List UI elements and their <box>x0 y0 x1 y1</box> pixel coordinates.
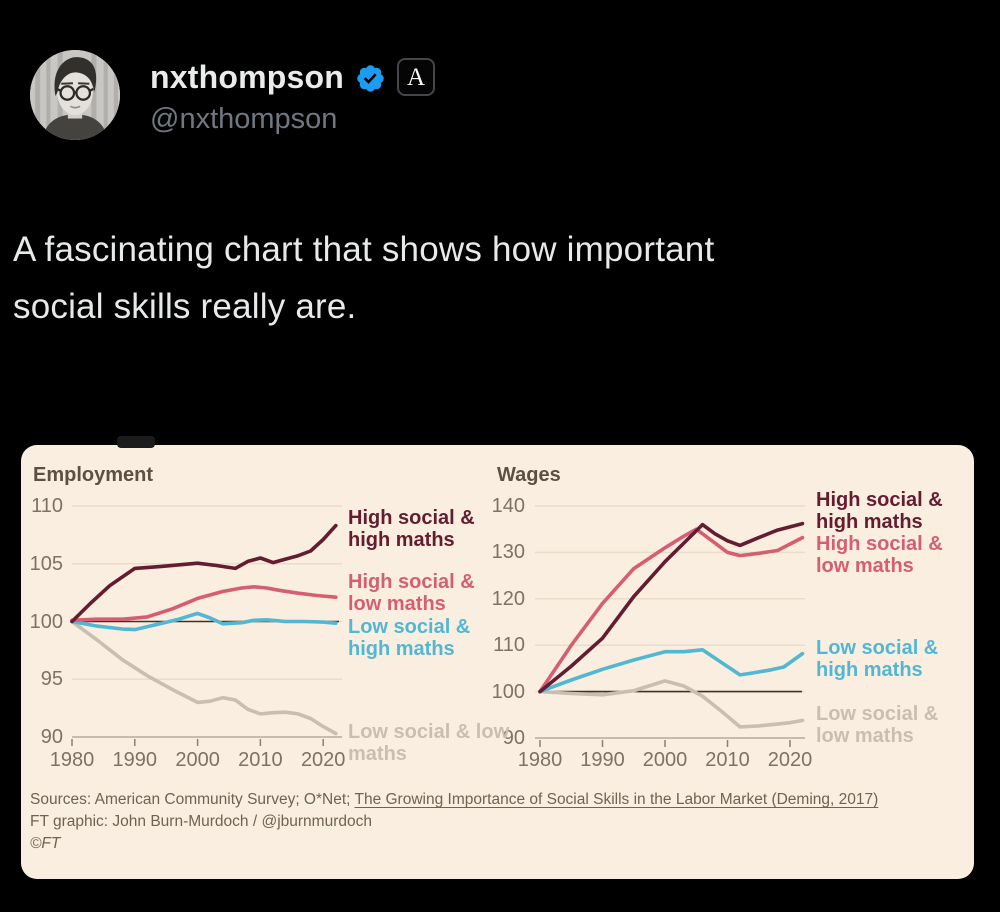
series-line <box>70 611 338 632</box>
chart-card: Employment Wages 110 105 100 95 90 1980 1990 20… <box>21 436 974 879</box>
tick-label: 1980 <box>517 749 563 771</box>
sources-link[interactable]: The Growing Importance of Social Skills … <box>354 791 879 808</box>
verified-badge-icon <box>355 63 386 94</box>
tick-label: 1980 <box>49 749 95 771</box>
tick-label: 100 <box>491 680 525 703</box>
tweet-header: nxthompson A @nxthompson <box>150 58 435 136</box>
affiliate-badge-letter: A <box>406 63 426 91</box>
legend-employment-low-social-high-maths: Low social & high maths <box>348 616 471 660</box>
sources-line: Sources: American Community Survey; O*Ne… <box>30 789 968 811</box>
affiliate-badge[interactable]: A <box>396 58 435 96</box>
legend-wages-low-social-low-maths: Low social & low maths <box>816 703 939 747</box>
tick-label: 90 <box>502 727 525 749</box>
copyright-ft: ©FT <box>30 835 61 852</box>
legend-wages-high-social-low-maths: High social & low maths <box>816 533 943 577</box>
tick-label: 110 <box>493 634 525 657</box>
tick-label: 110 <box>31 495 63 517</box>
tick-label: 1990 <box>112 749 158 771</box>
tick-label: 2000 <box>642 749 688 771</box>
tick-label: 120 <box>491 587 525 610</box>
tick-label: 130 <box>491 541 525 564</box>
legend-employment-high-social-high-maths: High social & high maths <box>348 507 475 551</box>
series-line <box>70 585 338 623</box>
tick-label: 90 <box>40 726 63 748</box>
tick-label: 95 <box>40 668 63 691</box>
legend-wages-high-social-high-maths: High social & high maths <box>816 489 943 533</box>
series-line <box>538 679 805 729</box>
series-line <box>538 521 805 694</box>
chart-title-wages: Wages <box>497 464 561 486</box>
tick-label: 2000 <box>175 749 220 771</box>
legend-employment-high-social-low-maths: High social & low maths <box>348 571 475 615</box>
chart-footer: Sources: American Community Survey; O*Ne… <box>30 789 968 855</box>
tick-label: 1990 <box>580 749 625 771</box>
tweet-text: A fascinating chart that shows how impor… <box>13 221 953 335</box>
sources-prefix: Sources: American Community Survey; O*Ne… <box>30 791 355 808</box>
legend-wages-low-social-high-maths: Low social & high maths <box>816 637 939 681</box>
tick-label: 2010 <box>705 749 750 771</box>
tick-label: 100 <box>29 610 63 633</box>
tick-label: 2010 <box>238 749 283 771</box>
tick-label: 2020 <box>767 749 813 771</box>
avatar[interactable] <box>30 50 120 140</box>
tick-label: 140 <box>491 495 525 517</box>
user-handle[interactable]: @nxthompson <box>150 103 338 135</box>
avatar-photo <box>30 50 120 140</box>
tweet-text-line-1: A fascinating chart that shows how impor… <box>13 230 715 269</box>
tick-label: 105 <box>29 552 63 575</box>
legend-employment-low-social-low-maths: Low social & low maths <box>348 721 510 765</box>
tweet-text-line-2: social skills really are. <box>13 287 357 326</box>
line-charts-canvas <box>70 505 805 747</box>
tick-label: 2020 <box>300 749 346 771</box>
chart-title-employment: Employment <box>33 464 154 486</box>
series-line <box>70 619 338 736</box>
top-edge-artifact <box>117 436 155 448</box>
display-name[interactable]: nxthompson <box>150 58 344 95</box>
series-line <box>70 523 338 624</box>
series-line <box>538 648 805 694</box>
credit-line: FT graphic: John Burn-Murdoch / @jburnmu… <box>30 813 372 830</box>
